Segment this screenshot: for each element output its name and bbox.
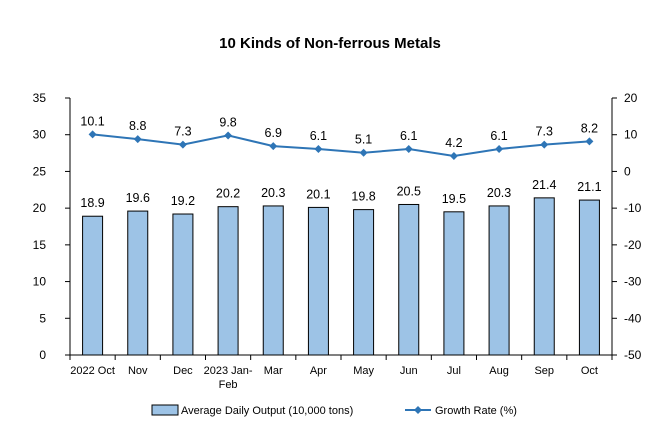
x-tick-label: Jun xyxy=(400,365,418,377)
bar-value-label: 19.6 xyxy=(126,191,150,205)
line-point xyxy=(133,135,142,144)
right-y-axis: -50 -40 -30 -20 -10 0 10 20 xyxy=(611,91,642,362)
x-tick-label: Jul xyxy=(447,365,461,377)
bar-series xyxy=(82,197,600,356)
line-point xyxy=(224,131,233,140)
right-tick-label: -10 xyxy=(624,201,642,215)
bar xyxy=(353,209,375,356)
left-tick-label: 35 xyxy=(33,91,47,105)
line-value-label: 4.2 xyxy=(445,136,462,150)
line-value-label: 6.9 xyxy=(265,126,282,140)
line-point xyxy=(404,145,413,154)
line-point xyxy=(585,137,594,146)
right-tick-label: -20 xyxy=(624,238,642,252)
bar xyxy=(398,203,420,356)
line-point xyxy=(314,145,323,154)
x-tick-label: Dec xyxy=(173,365,193,377)
right-tick-label: 10 xyxy=(624,128,638,142)
left-y-axis: 0 5 10 15 20 25 30 35 xyxy=(33,91,71,362)
line-value-label: 9.8 xyxy=(219,115,236,129)
bar-value-label: 18.9 xyxy=(80,196,104,210)
line-series xyxy=(88,130,594,161)
line-point xyxy=(495,145,504,154)
bar-value-label: 21.1 xyxy=(577,180,601,194)
x-tick-label: Mar xyxy=(264,365,283,377)
line-value-label: 8.8 xyxy=(129,119,146,133)
line-value-label: 7.3 xyxy=(536,125,553,139)
bar xyxy=(307,206,329,356)
line-value-label: 5.1 xyxy=(355,133,372,147)
bar xyxy=(533,197,555,356)
bar xyxy=(488,205,510,356)
x-tick-label: Sep xyxy=(534,365,554,377)
left-tick-label: 10 xyxy=(33,275,47,289)
bar-value-label: 20.1 xyxy=(306,187,330,201)
bar xyxy=(172,213,194,356)
line-point xyxy=(88,130,97,139)
bar xyxy=(127,210,149,356)
left-tick-label: 15 xyxy=(33,238,47,252)
line-point xyxy=(449,152,458,161)
x-tick-label: Nov xyxy=(128,365,148,377)
x-axis: 2022 Oct Nov Dec 2023 Jan- Feb Mar Apr May Jun Ju… xyxy=(69,354,613,391)
line-point xyxy=(178,140,187,149)
line-data-labels: 10.1 8.8 7.3 9.8 6.9 6.1 5.1 6.1 4.2 6.1 7.3 8.2 xyxy=(80,114,598,150)
x-tick-label: 2022 Oct xyxy=(70,365,115,377)
bar-data-labels: 18.9 19.6 19.2 20.2 20.3 20.1 19.8 20.5 19.5 20.3… xyxy=(80,178,601,210)
chart-title: 10 Kinds of Non-ferrous Metals xyxy=(219,35,441,52)
x-tick-label: Apr xyxy=(310,365,327,377)
line-point xyxy=(269,142,278,151)
right-tick-label: -40 xyxy=(624,311,642,325)
bar xyxy=(443,211,465,356)
right-tick-label: -50 xyxy=(624,348,642,362)
right-tick-label: -30 xyxy=(624,275,642,289)
bar xyxy=(262,205,284,356)
left-tick-label: 5 xyxy=(39,311,46,325)
bar-value-label: 19.5 xyxy=(442,192,466,206)
legend-line-marker xyxy=(414,406,422,414)
bar xyxy=(82,215,104,356)
x-tick-label: Feb xyxy=(219,379,238,391)
left-tick-label: 30 xyxy=(33,128,47,142)
line-value-label: 6.1 xyxy=(490,129,507,143)
bar-value-label: 20.2 xyxy=(216,187,240,201)
left-tick-label: 25 xyxy=(33,164,47,178)
bar xyxy=(578,199,600,356)
legend-bar-label: Average Daily Output (10,000 tons) xyxy=(181,405,353,417)
x-tick-label: Oct xyxy=(581,365,598,377)
x-tick-label: Aug xyxy=(489,365,509,377)
line-point xyxy=(540,140,549,149)
left-tick-label: 20 xyxy=(33,201,47,215)
legend: Average Daily Output (10,000 tons) Growt… xyxy=(151,404,517,417)
x-tick-label: 2023 Jan- xyxy=(204,365,253,377)
line-value-label: 8.2 xyxy=(581,121,598,135)
left-tick-label: 0 xyxy=(39,348,46,362)
line-value-label: 6.1 xyxy=(310,129,327,143)
bar-value-label: 20.3 xyxy=(487,186,511,200)
bar-value-label: 19.8 xyxy=(351,190,375,204)
growth-line xyxy=(92,133,590,158)
line-value-label: 10.1 xyxy=(80,114,104,128)
legend-line-label: Growth Rate (%) xyxy=(435,405,517,417)
bar-value-label: 20.3 xyxy=(261,186,285,200)
legend-bar-swatch xyxy=(151,404,179,416)
line-value-label: 7.3 xyxy=(174,125,191,139)
bar-value-label: 21.4 xyxy=(532,178,556,192)
line-value-label: 6.1 xyxy=(400,129,417,143)
line-point xyxy=(359,148,368,157)
x-tick-label: May xyxy=(353,365,374,377)
bar-value-label: 20.5 xyxy=(397,184,421,198)
bar-value-label: 19.2 xyxy=(171,194,195,208)
bar xyxy=(217,206,239,356)
right-tick-label: 0 xyxy=(624,164,631,178)
right-tick-label: 20 xyxy=(624,91,638,105)
